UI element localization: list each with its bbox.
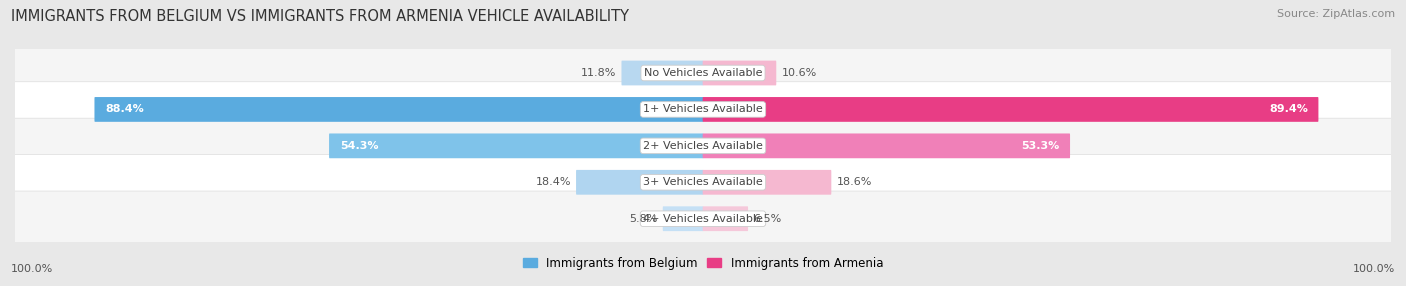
FancyBboxPatch shape [662,206,703,231]
Text: IMMIGRANTS FROM BELGIUM VS IMMIGRANTS FROM ARMENIA VEHICLE AVAILABILITY: IMMIGRANTS FROM BELGIUM VS IMMIGRANTS FR… [11,9,630,23]
FancyBboxPatch shape [576,170,703,195]
FancyBboxPatch shape [329,134,703,158]
Text: 18.6%: 18.6% [837,177,872,187]
FancyBboxPatch shape [13,155,1393,210]
FancyBboxPatch shape [13,82,1393,137]
Text: 100.0%: 100.0% [1353,264,1395,274]
Text: No Vehicles Available: No Vehicles Available [644,68,762,78]
Text: 100.0%: 100.0% [11,264,53,274]
Text: 11.8%: 11.8% [581,68,616,78]
FancyBboxPatch shape [703,134,1070,158]
Text: 18.4%: 18.4% [536,177,571,187]
FancyBboxPatch shape [703,206,748,231]
FancyBboxPatch shape [13,45,1393,101]
Text: 4+ Vehicles Available: 4+ Vehicles Available [643,214,763,224]
Text: 2+ Vehicles Available: 2+ Vehicles Available [643,141,763,151]
Text: Source: ZipAtlas.com: Source: ZipAtlas.com [1277,9,1395,19]
Text: 10.6%: 10.6% [782,68,817,78]
Text: 1+ Vehicles Available: 1+ Vehicles Available [643,104,763,114]
FancyBboxPatch shape [13,118,1393,174]
Text: 6.5%: 6.5% [754,214,782,224]
Text: 88.4%: 88.4% [105,104,143,114]
Text: 3+ Vehicles Available: 3+ Vehicles Available [643,177,763,187]
Text: 5.8%: 5.8% [630,214,658,224]
Legend: Immigrants from Belgium, Immigrants from Armenia: Immigrants from Belgium, Immigrants from… [517,252,889,274]
FancyBboxPatch shape [13,191,1393,247]
FancyBboxPatch shape [94,97,703,122]
FancyBboxPatch shape [621,61,703,86]
FancyBboxPatch shape [703,97,1319,122]
Text: 54.3%: 54.3% [340,141,378,151]
Text: 53.3%: 53.3% [1021,141,1059,151]
FancyBboxPatch shape [703,61,776,86]
FancyBboxPatch shape [703,170,831,195]
Text: 89.4%: 89.4% [1268,104,1308,114]
